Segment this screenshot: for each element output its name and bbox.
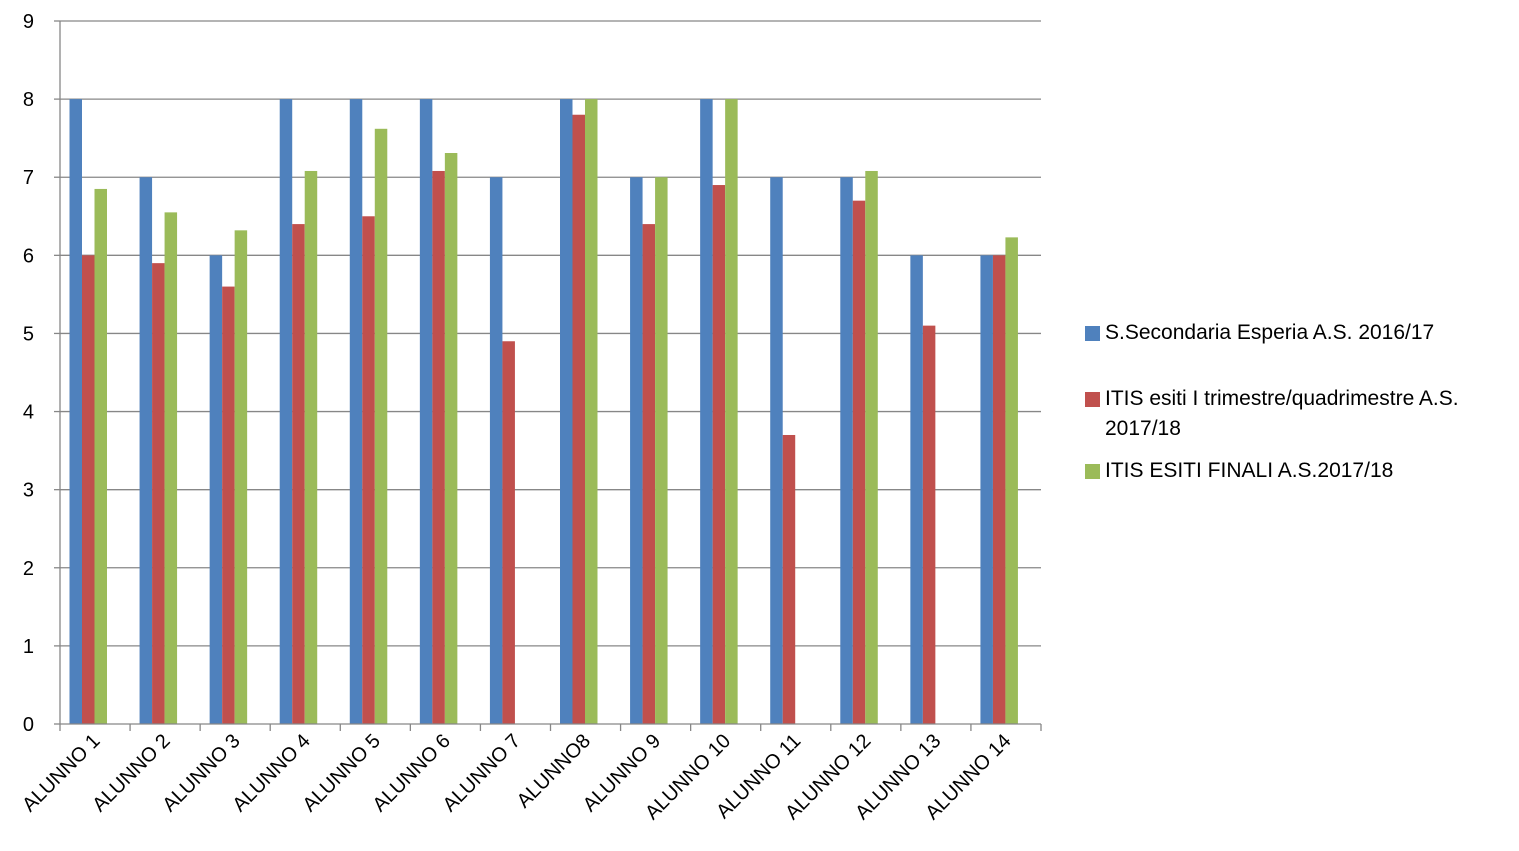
bar [362, 216, 375, 724]
bar [164, 212, 178, 724]
bar [139, 177, 153, 724]
bar [992, 255, 1006, 725]
bar [840, 177, 853, 724]
bar [712, 185, 726, 725]
bar [432, 170, 445, 724]
legend-swatch-series-1 [1085, 326, 1100, 341]
bar [770, 177, 783, 724]
bar [655, 177, 668, 724]
bar [419, 99, 433, 725]
bar [572, 114, 585, 724]
bar [292, 224, 305, 725]
bar [980, 255, 993, 725]
bar [585, 99, 598, 725]
axes [59, 21, 1042, 731]
bar [922, 325, 936, 724]
y-tick-label: 0 [23, 714, 34, 736]
y-tick-label: 9 [23, 11, 34, 33]
y-tick-label: 1 [23, 636, 34, 658]
legend-item-series-3: ITIS ESITI FINALI A.S.2017/18 [1085, 456, 1515, 486]
bar [630, 177, 643, 724]
legend-swatch-series-3 [1085, 464, 1100, 479]
legend-label-series-3: ITIS ESITI FINALI A.S.2017/18 [1105, 459, 1394, 482]
bars [69, 99, 1018, 725]
bar [782, 434, 796, 724]
legend-swatch-series-2 [1085, 392, 1100, 407]
legend: S.Secondaria Esperia A.S. 2016/17 ITIS e… [1085, 318, 1515, 486]
y-tick-labels: 0 1 2 3 4 5 6 7 8 9 [23, 11, 34, 736]
bar [374, 128, 388, 724]
y-tick-label: 4 [23, 402, 34, 424]
bar [502, 341, 515, 724]
y-tick-label: 7 [23, 167, 34, 189]
bar [69, 99, 82, 725]
bar [489, 177, 503, 724]
legend-label-series-1: S.Secondaria Esperia A.S. 2016/17 [1105, 321, 1435, 344]
y-tick-label: 3 [23, 480, 34, 502]
bar [1005, 237, 1018, 724]
bar [279, 99, 293, 725]
bar [152, 263, 165, 724]
bar [304, 170, 318, 724]
y-tick-label: 2 [23, 558, 34, 580]
bar [852, 200, 866, 725]
gridlines [54, 20, 1041, 725]
legend-item-series-1: S.Secondaria Esperia A.S. 2016/17 [1085, 318, 1515, 348]
bar [222, 286, 235, 724]
bar [444, 153, 458, 724]
bar [234, 230, 248, 725]
bar [642, 224, 656, 725]
bar [209, 255, 223, 725]
bar [82, 255, 95, 725]
bar [725, 99, 738, 725]
bar [349, 99, 363, 725]
y-tick-label: 5 [23, 323, 34, 345]
legend-item-series-2: ITIS esiti I trimestre/quadrimestre A.S.… [1085, 384, 1515, 444]
bar [700, 99, 713, 725]
y-tick-label: 6 [23, 245, 34, 267]
bar [910, 255, 923, 725]
legend-label-series-2: ITIS esiti I trimestre/quadrimestre A.S.… [1105, 387, 1459, 440]
bar [865, 170, 878, 724]
bar [94, 188, 107, 724]
bar [560, 99, 573, 725]
y-tick-label: 8 [23, 89, 34, 111]
